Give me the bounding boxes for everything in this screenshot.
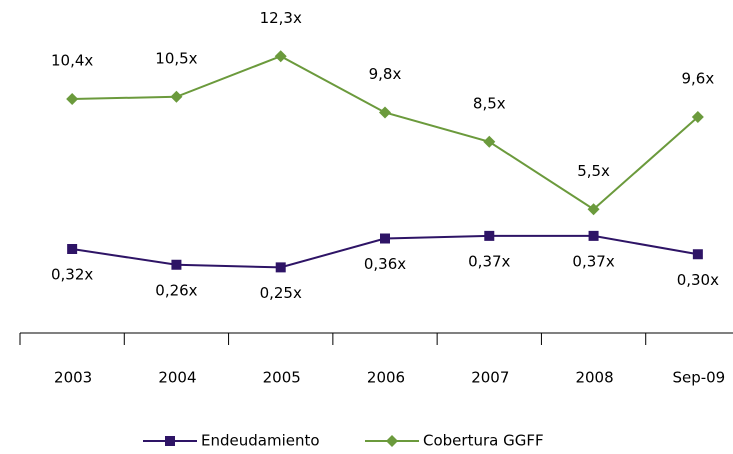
marker: [66, 93, 79, 105]
marker: [587, 203, 600, 216]
legend-label: Endeudamiento: [201, 432, 320, 450]
marker: [484, 230, 495, 241]
data-label: 8,5x: [473, 94, 506, 112]
marker: [588, 230, 599, 241]
marker: [274, 50, 287, 63]
data-label: 10,5x: [155, 49, 197, 67]
marker: [67, 244, 78, 254]
data-label: 9,6x: [681, 70, 714, 88]
marker: [275, 262, 286, 273]
x-tick-label: 2004: [158, 369, 196, 387]
data-label: 0,37x: [572, 252, 614, 270]
marker: [691, 111, 704, 123]
data-label: 0,32x: [51, 266, 93, 284]
marker: [170, 90, 183, 103]
x-tick-label: 2008: [575, 369, 613, 387]
marker: [171, 259, 182, 270]
legend-label: Cobertura GGFF: [423, 432, 544, 450]
legend-marker: [386, 435, 398, 447]
marker: [379, 106, 391, 119]
data-label: 9,8x: [369, 65, 402, 83]
data-label: 5,5x: [577, 162, 610, 180]
legend-marker: [165, 436, 175, 446]
marker: [483, 135, 496, 148]
data-label: 0,25x: [260, 284, 302, 302]
marker: [692, 249, 703, 260]
x-tick-label: Sep-09: [672, 369, 725, 387]
data-label: 0,30x: [677, 271, 719, 289]
data-label: 12,3x: [260, 9, 302, 27]
x-tick-label: 2003: [54, 369, 92, 387]
marker: [380, 233, 390, 244]
data-label: 0,36x: [364, 255, 406, 273]
data-label: 0,37x: [468, 252, 510, 270]
x-tick-label: 2005: [263, 369, 301, 387]
x-tick-label: 2007: [471, 369, 509, 387]
data-label: 10,4x: [51, 52, 93, 70]
data-label: 0,26x: [155, 281, 197, 299]
x-tick-label: 2006: [367, 369, 405, 387]
